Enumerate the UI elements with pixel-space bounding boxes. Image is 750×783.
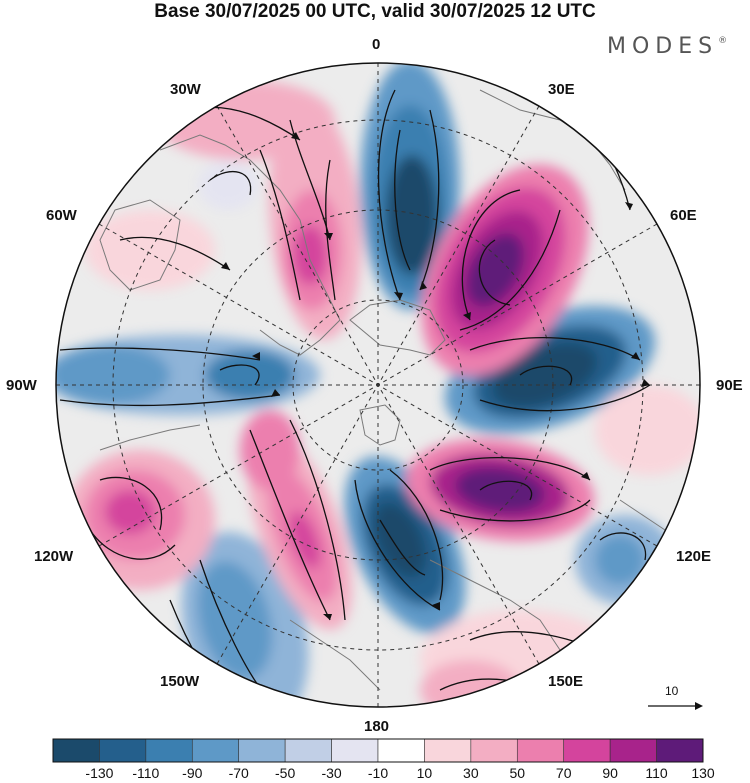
colorbar-tick-label: -10 xyxy=(367,765,389,781)
graticule xyxy=(56,63,700,707)
colorbar xyxy=(52,738,704,763)
lon-label-120e: 120E xyxy=(676,548,712,565)
lon-label-30w: 30W xyxy=(170,81,201,98)
colorbar-tick-label: -30 xyxy=(321,765,342,781)
colorbar-tick-label: -50 xyxy=(275,765,296,781)
lon-label-150e: 150E xyxy=(548,673,584,690)
colorbar-swatch-0 xyxy=(52,738,100,763)
lon-label-90w: 90W xyxy=(6,377,37,394)
colorbar-swatch-9 xyxy=(470,738,518,763)
lon-label-60e: 60E xyxy=(670,207,697,224)
colorbar-swatch-1 xyxy=(99,738,147,763)
colorbar-swatch-12 xyxy=(609,738,657,763)
colorbar-swatch-2 xyxy=(145,738,193,763)
colorbar-swatch-13 xyxy=(656,738,704,763)
colorbar-tick-label: 70 xyxy=(555,765,572,781)
vector-scale-label: 10 xyxy=(665,684,679,698)
colorbar-swatch-11 xyxy=(563,738,611,763)
colorbar-tick-label: 30 xyxy=(463,765,479,781)
lon-label-0: 0 xyxy=(372,36,381,53)
colorbar-tick-label: 50 xyxy=(509,765,526,781)
colorbar-tick-label: 10 xyxy=(416,765,433,781)
colorbar-swatch-7 xyxy=(377,738,425,763)
colorbar-tick-label: -90 xyxy=(182,765,203,781)
lon-label-150w: 150W xyxy=(160,673,200,690)
colorbar-swatch-3 xyxy=(191,738,240,763)
colorbar-swatch-5 xyxy=(284,738,332,763)
lon-label-60w: 60W xyxy=(46,207,77,224)
colorbar-tick-label: 110 xyxy=(645,765,668,781)
brand-logo: MODES® xyxy=(607,34,728,59)
colorbar-swatch-10 xyxy=(516,738,565,763)
colorbar-swatch-6 xyxy=(331,738,379,763)
map-title: Base 30/07/2025 00 UTC, valid 30/07/2025… xyxy=(154,1,596,22)
colorbar-swatch-8 xyxy=(424,738,472,763)
lon-label-90e: 90E xyxy=(716,377,743,394)
colorbar-swatch-4 xyxy=(238,738,286,763)
vector-scale-arrow xyxy=(648,702,703,710)
lon-label-120w: 120W xyxy=(34,548,74,565)
colorbar-tick-label: 90 xyxy=(602,765,618,781)
map-border xyxy=(55,62,701,708)
colorbar-tick-label: -70 xyxy=(228,765,249,781)
colorbar-frame xyxy=(52,738,704,763)
colorbar-tick-label: -110 xyxy=(132,765,160,781)
colorbar-tick-label: 130 xyxy=(691,765,715,781)
wind-streamlines xyxy=(59,89,651,706)
lon-label-180: 180 xyxy=(364,718,390,735)
anomaly-field xyxy=(56,63,700,707)
colorbar-tick-label: -130 xyxy=(85,765,114,781)
lon-label-30e: 30E xyxy=(548,81,575,98)
